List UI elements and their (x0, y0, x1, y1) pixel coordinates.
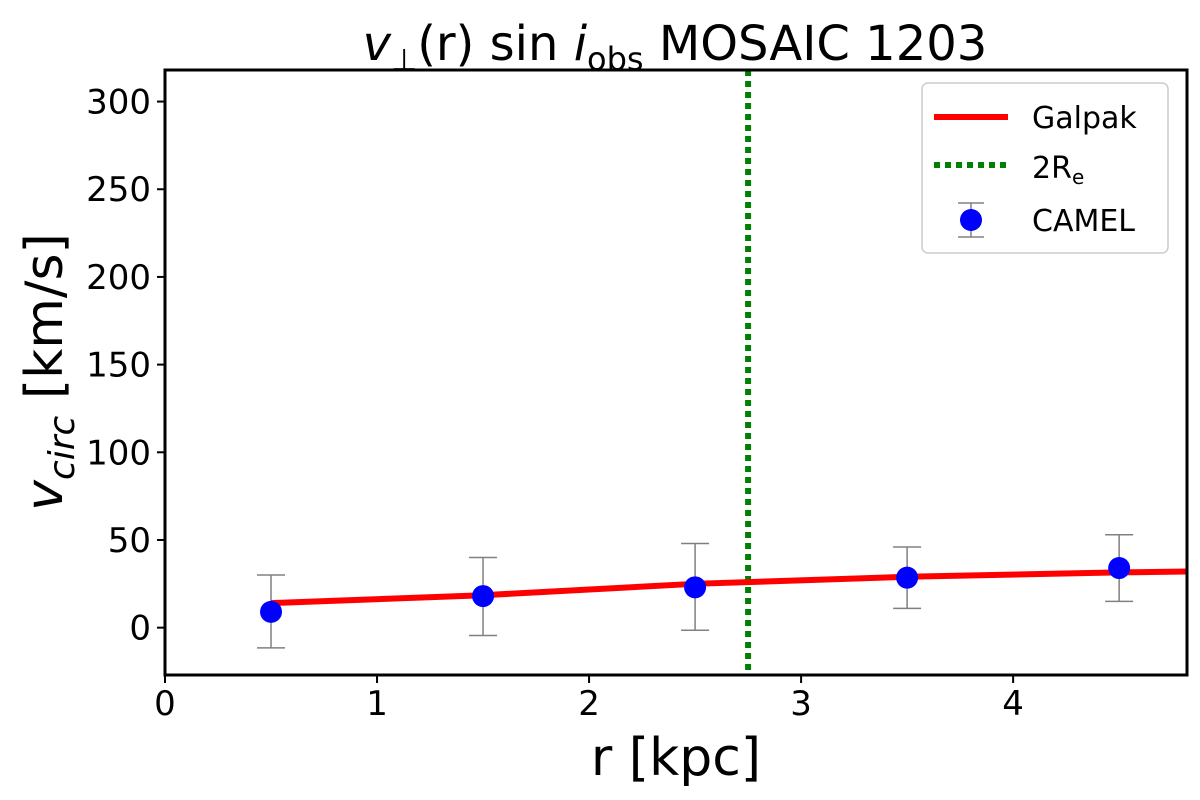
x-tick-label: 3 (790, 684, 812, 724)
x-tick-label: 4 (1002, 684, 1024, 724)
galpak-line (270, 568, 1188, 607)
y-tick-label: 0 (129, 609, 151, 649)
camel-point (896, 566, 919, 589)
y-tick-label: 100 (86, 433, 151, 473)
legend: Galpak 2Re CAMEL (921, 82, 1169, 254)
x-axis-label: r [kpc] (591, 728, 761, 788)
x-tick-label: 0 (154, 684, 176, 724)
legend-2re-label: 2Re (1032, 151, 1084, 189)
chart-title: v⊥(r) sin iobs MOSAIC 1203 (363, 16, 988, 82)
y-tick-label: 50 (108, 521, 151, 561)
x-tick-label: 2 (578, 684, 600, 724)
y-axis-label: vcirc [km/s] (15, 233, 83, 511)
camel-point (1108, 557, 1131, 580)
y-tick-label: 250 (86, 170, 151, 210)
legend-camel-swatch (958, 202, 984, 238)
plot-frame (163, 68, 1189, 677)
legend-camel-label: CAMEL (1032, 204, 1135, 239)
camel-point (472, 585, 495, 608)
y-tick-label: 150 (86, 346, 151, 386)
y-tick-label: 200 (86, 258, 151, 298)
camel-point (260, 600, 283, 623)
y-tick-label: 300 (86, 83, 151, 123)
legend-galpak-label: Galpak (1032, 101, 1137, 136)
x-tick-label: 1 (366, 684, 388, 724)
camel-point (684, 576, 707, 599)
